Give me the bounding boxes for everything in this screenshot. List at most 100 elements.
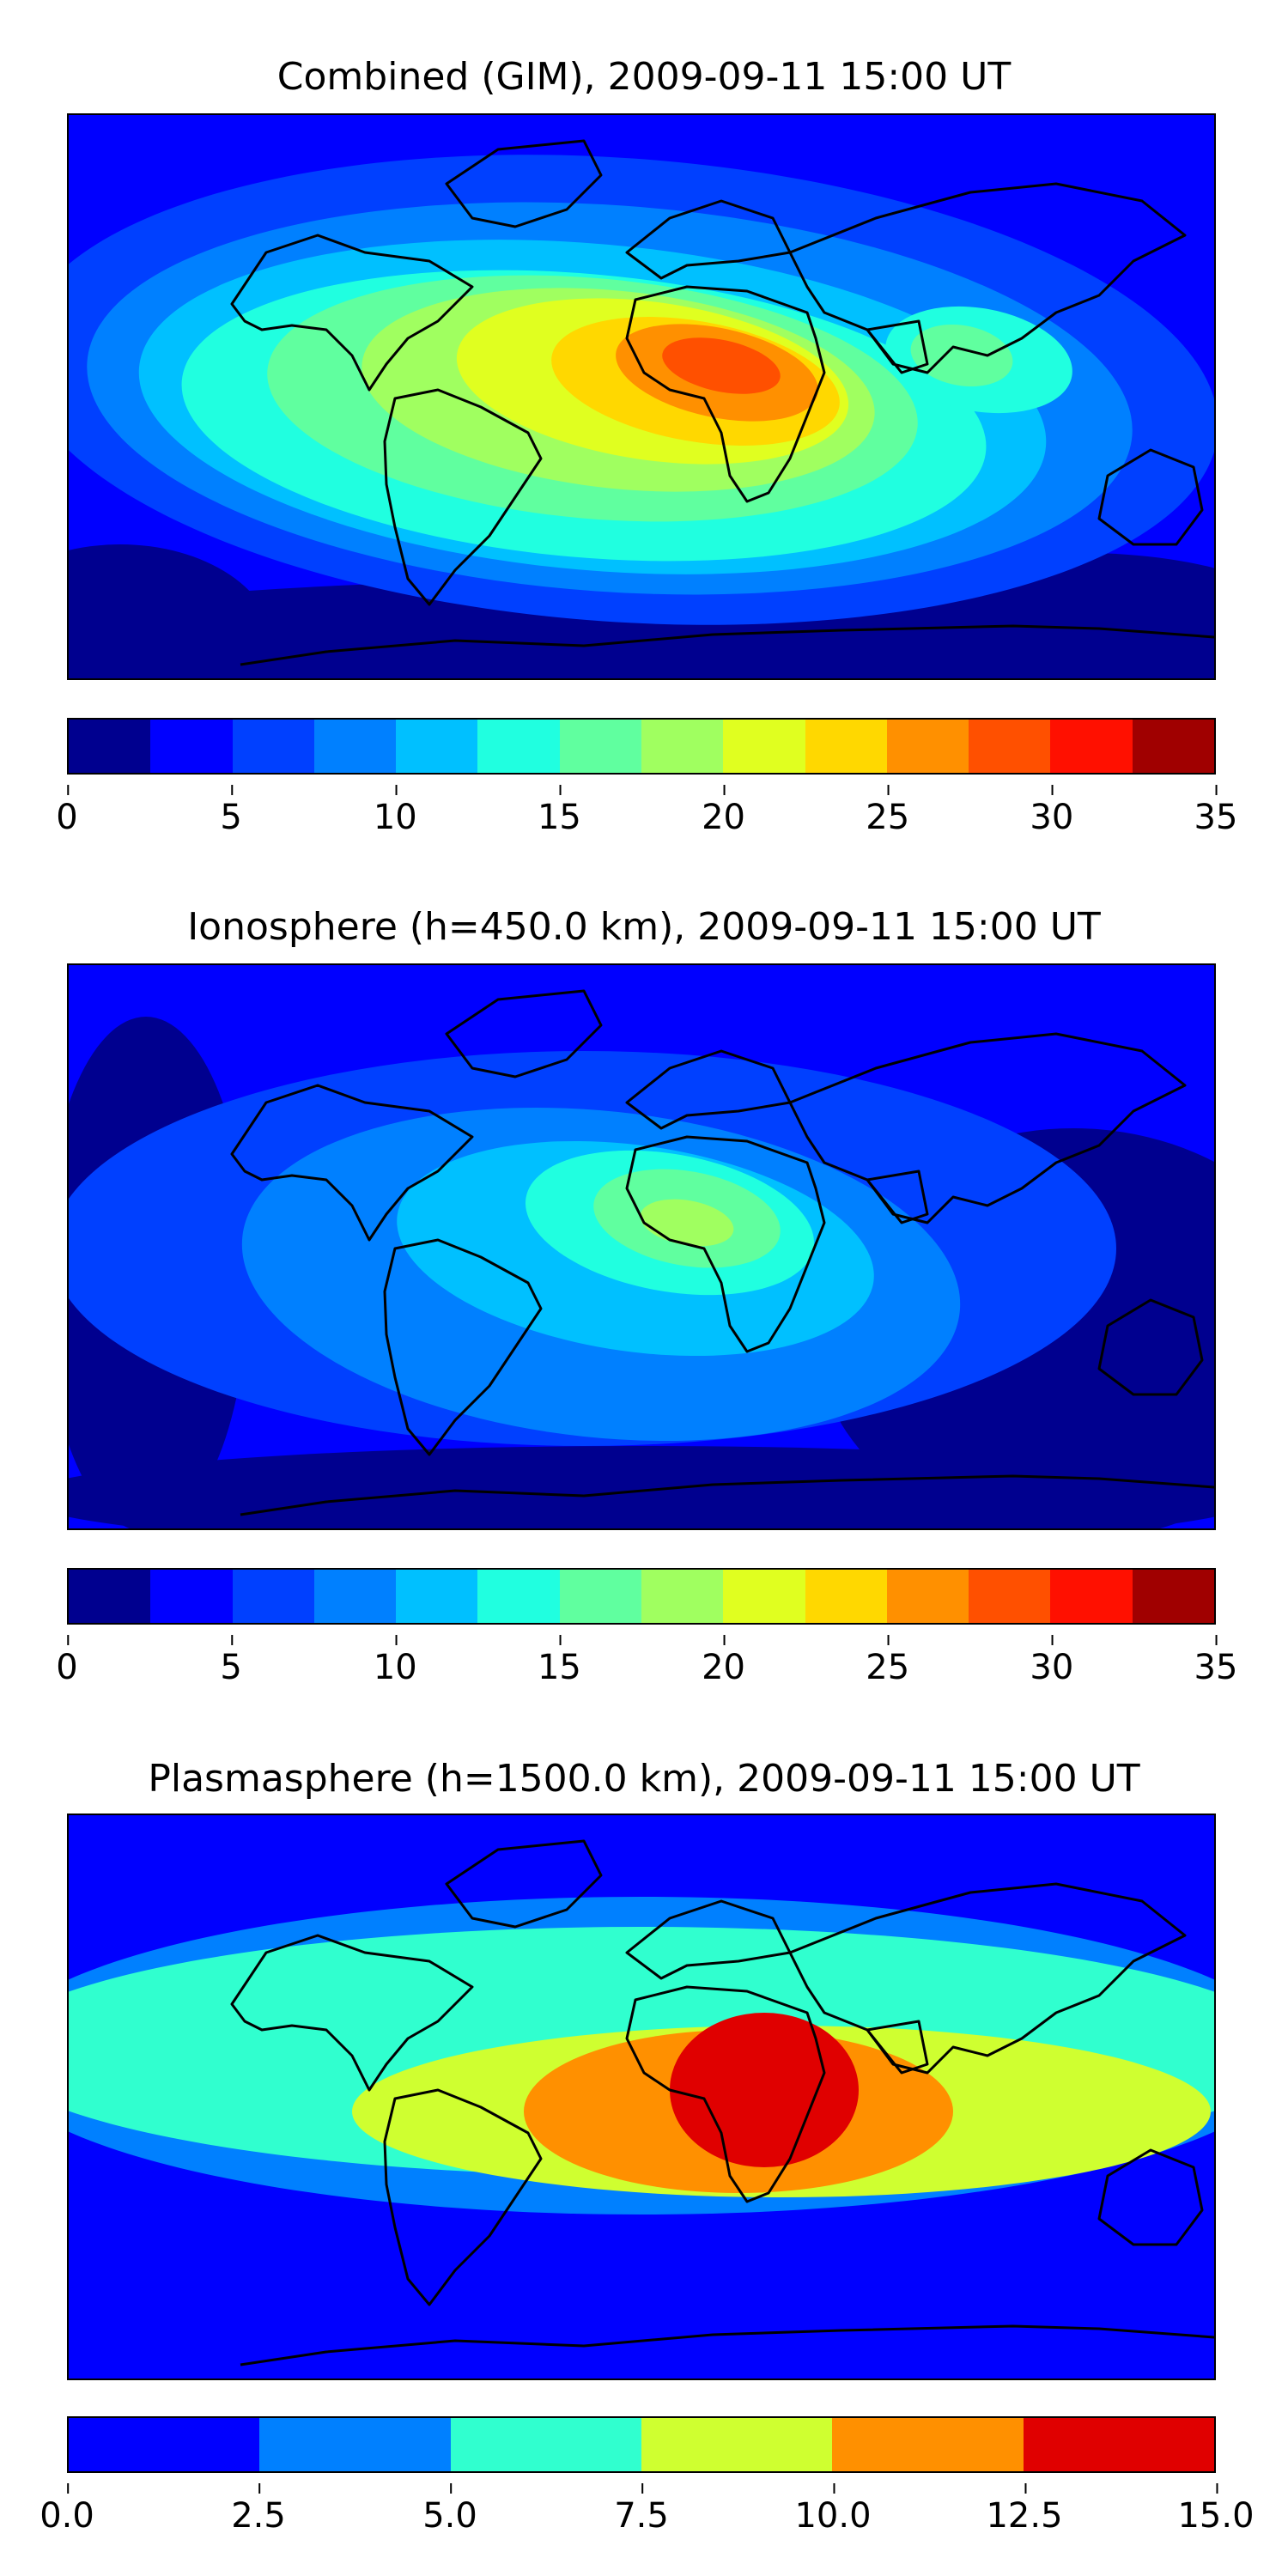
colorbar-tick-label: 5.0 — [422, 2483, 477, 2536]
contour-band-2 — [69, 1446, 1214, 1528]
map-plasmasphere — [67, 1814, 1216, 2380]
colorbar-segment — [69, 2418, 260, 2471]
colorbar-tick-label: 25 — [866, 1635, 910, 1687]
coastline-0 — [230, 1084, 474, 1242]
coastline-1 — [383, 388, 543, 606]
colorbar-segment — [313, 1570, 397, 1623]
coastline-8 — [240, 624, 1214, 666]
colorbar-combined — [67, 718, 1216, 775]
contour-bands — [69, 965, 1214, 1528]
colorbar-tick-label: 12.5 — [986, 2483, 1063, 2536]
colorbar-tick-label: 35 — [1194, 1635, 1238, 1687]
colorbar-tick-label: 7.5 — [614, 2483, 669, 2536]
coastline-6 — [866, 1170, 929, 1224]
colorbar-tick-label: 35 — [1194, 785, 1238, 837]
contour-band-14 — [910, 324, 1013, 387]
coastline-6 — [866, 2020, 929, 2075]
coastlines — [230, 139, 1214, 666]
colorbar-tick-label: 20 — [702, 1635, 746, 1687]
colorbar-segment — [396, 720, 478, 773]
coastline-4 — [625, 1135, 826, 1353]
coastline-7 — [1097, 2148, 1204, 2246]
coastline-2 — [445, 989, 603, 1078]
colorbar-segment — [150, 720, 233, 773]
colorbar-segment — [477, 720, 560, 773]
coastline-4 — [625, 1985, 826, 2203]
colorbar-tick-label: 5 — [220, 785, 242, 837]
contour-map-ionosphere — [69, 965, 1214, 1528]
coastline-2 — [445, 139, 603, 228]
coastline-5 — [788, 1882, 1187, 2075]
colorbar-segment — [1023, 2418, 1214, 2471]
colorbar-tick-label: 30 — [1030, 1635, 1074, 1687]
colorbar-segment — [69, 1570, 151, 1623]
coastline-5 — [788, 1032, 1187, 1224]
coastline-7 — [1097, 448, 1204, 546]
coastlines — [230, 1839, 1214, 2366]
coastline-7 — [1097, 1298, 1204, 1396]
colorbar-tick-label: 15 — [537, 1635, 581, 1687]
colorbar-segment — [232, 720, 314, 773]
colorbar-tick-label: 10.0 — [794, 2483, 872, 2536]
colorbar-segment — [1050, 1570, 1133, 1623]
colorbar-tick-label: 5 — [220, 1635, 242, 1687]
coastline-6 — [866, 319, 929, 374]
colorbar-tick-label: 10 — [373, 785, 417, 837]
colorbar-ticks-combined: 0 5 10 15 20 25 30 35 — [56, 785, 1237, 848]
coastline-0 — [230, 234, 474, 392]
coastlines — [230, 989, 1214, 1516]
colorbar-tick-label: 15.0 — [1177, 2483, 1255, 2536]
coastline-1 — [383, 2088, 543, 2306]
contour-bands — [69, 1815, 1214, 2379]
colorbar-segment — [805, 720, 887, 773]
colorbar-tick-label: 30 — [1030, 785, 1074, 837]
contour-map-plasmasphere — [69, 1815, 1214, 2379]
colorbar-ticks-plasmasphere: 0.0 2.5 5.0 7.5 10.0 12.5 15.0 — [39, 2483, 1255, 2547]
colorbar-segment — [723, 720, 805, 773]
colorbar-segment — [232, 1570, 314, 1623]
colorbar-plasmasphere — [67, 2416, 1216, 2473]
colorbar-segment — [477, 1570, 560, 1623]
colorbar-tick-label: 2.5 — [231, 2483, 286, 2536]
contour-band-12 — [662, 337, 781, 394]
colorbar-tick-label: 10 — [373, 1635, 417, 1687]
coastline-2 — [445, 1839, 603, 1929]
map-combined-gim — [67, 113, 1216, 680]
colorbar-segment — [559, 1570, 641, 1623]
colorbar-segment — [1132, 720, 1214, 773]
colorbar-segment — [259, 2418, 451, 2471]
colorbar-segment — [1132, 1570, 1214, 1623]
colorbar-segment — [886, 1570, 969, 1623]
colorbar-segment — [313, 720, 397, 773]
colorbar-segment — [805, 1570, 887, 1623]
colorbar-segment — [396, 1570, 478, 1623]
coastline-8 — [240, 2324, 1214, 2366]
coastline-5 — [788, 182, 1187, 374]
colorbar-tick-label: 15 — [537, 785, 581, 837]
colorbar-ticks-ionosphere: 0 5 10 15 20 25 30 35 — [56, 1635, 1237, 1698]
coastline-1 — [383, 1238, 543, 1456]
colorbar-segment — [886, 720, 969, 773]
colorbar-tick-label: 20 — [702, 785, 746, 837]
colorbar-segment — [723, 1570, 805, 1623]
panel-title-plasmasphere: Plasmasphere (h=1500.0 km), 2009-09-11 1… — [148, 1757, 1140, 1801]
contour-map-combined — [69, 115, 1214, 678]
map-ionosphere — [67, 963, 1216, 1530]
contour-band-4 — [670, 2013, 859, 2167]
colorbar-segment — [150, 1570, 233, 1623]
panel-title-ionosphere: Ionosphere (h=450.0 km), 2009-09-11 15:0… — [187, 905, 1101, 949]
colorbar-ionosphere — [67, 1568, 1216, 1625]
coastline-0 — [230, 1934, 474, 2092]
colorbar-segment — [1050, 720, 1133, 773]
colorbar-segment — [969, 1570, 1051, 1623]
contour-bands — [69, 115, 1214, 678]
colorbar-segment — [69, 720, 151, 773]
colorbar-segment — [450, 2418, 641, 2471]
colorbar-segment — [832, 2418, 1024, 2471]
colorbar-segment — [641, 1570, 724, 1623]
contour-band-2 — [69, 544, 275, 678]
colorbar-tick-label: 0 — [56, 1635, 78, 1687]
colorbar-segment — [559, 720, 641, 773]
colorbar-segment — [641, 720, 724, 773]
coastline-8 — [240, 1474, 1214, 1516]
